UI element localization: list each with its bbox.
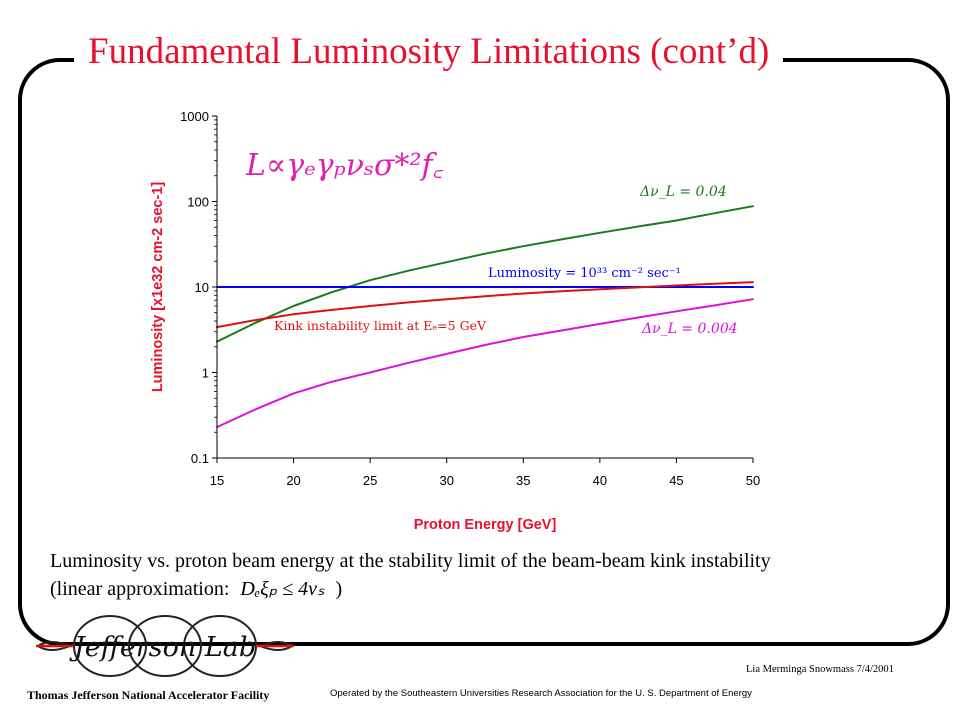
annotation-dnu-0004: Δν_L = 0.004 <box>641 321 738 337</box>
footer-operator: Operated by the Southeastern Universitie… <box>330 688 752 699</box>
caption-suffix: ) <box>335 578 343 600</box>
x-tick-label: 40 <box>593 473 607 488</box>
annotation-dnu-004: Δν_L = 0.04 <box>639 184 727 200</box>
y-tick-label: 1 <box>202 366 209 381</box>
y-tick-label: 10 <box>195 280 209 295</box>
caption-line-1: Luminosity vs. proton beam energy at the… <box>50 550 771 572</box>
caption-equation: Dₑξₚ ≤ 4νₛ <box>240 578 325 600</box>
x-tick-label: 15 <box>210 473 224 488</box>
y-tick-label: 100 <box>187 195 209 210</box>
slide-title: Fundamental Luminosity Limitations (cont… <box>74 30 784 73</box>
luminosity-formula: L∝γₑγₚνₛσ*²f꜀ <box>245 148 444 183</box>
caption-line-2: (linear approximation: Dₑξₚ ≤ 4νₛ ) <box>50 575 930 603</box>
x-tick-label: 25 <box>363 473 377 488</box>
x-tick-label: 20 <box>286 473 300 488</box>
author-date: Lia Merminga Snowmass 7/4/2001 <box>746 664 894 675</box>
annotation-luminosity-target: Luminosity = 10³³ cm⁻² sec⁻¹ <box>488 266 681 281</box>
x-axis-label: Proton Energy [GeV] <box>414 517 557 533</box>
annotation-kink-limit: Kink instability limit at Eₑ=5 GeV <box>274 318 487 333</box>
x-tick-label: 30 <box>439 473 453 488</box>
series-magenta-line <box>216 298 754 429</box>
x-tick-label: 35 <box>516 473 530 488</box>
logo-text: Jefferson Lab <box>69 632 256 663</box>
x-tick-label: 45 <box>669 473 683 488</box>
caption-prefix: (linear approximation: <box>50 578 230 600</box>
footer-facility: Thomas Jefferson National Accelerator Fa… <box>27 688 270 702</box>
series-red-line <box>216 281 754 329</box>
jefferson-lab-logo: Jefferson Lab <box>36 615 294 677</box>
y-tick-label: 1000 <box>180 109 209 124</box>
y-axis-label: Luminosity [x1e32 cm-2 sec-1] <box>150 182 166 393</box>
slide-caption: Luminosity vs. proton beam energy at the… <box>50 547 930 603</box>
y-tick-label: 0.1 <box>191 451 209 466</box>
series-green-line <box>216 205 754 343</box>
x-tick-label: 50 <box>746 473 760 488</box>
